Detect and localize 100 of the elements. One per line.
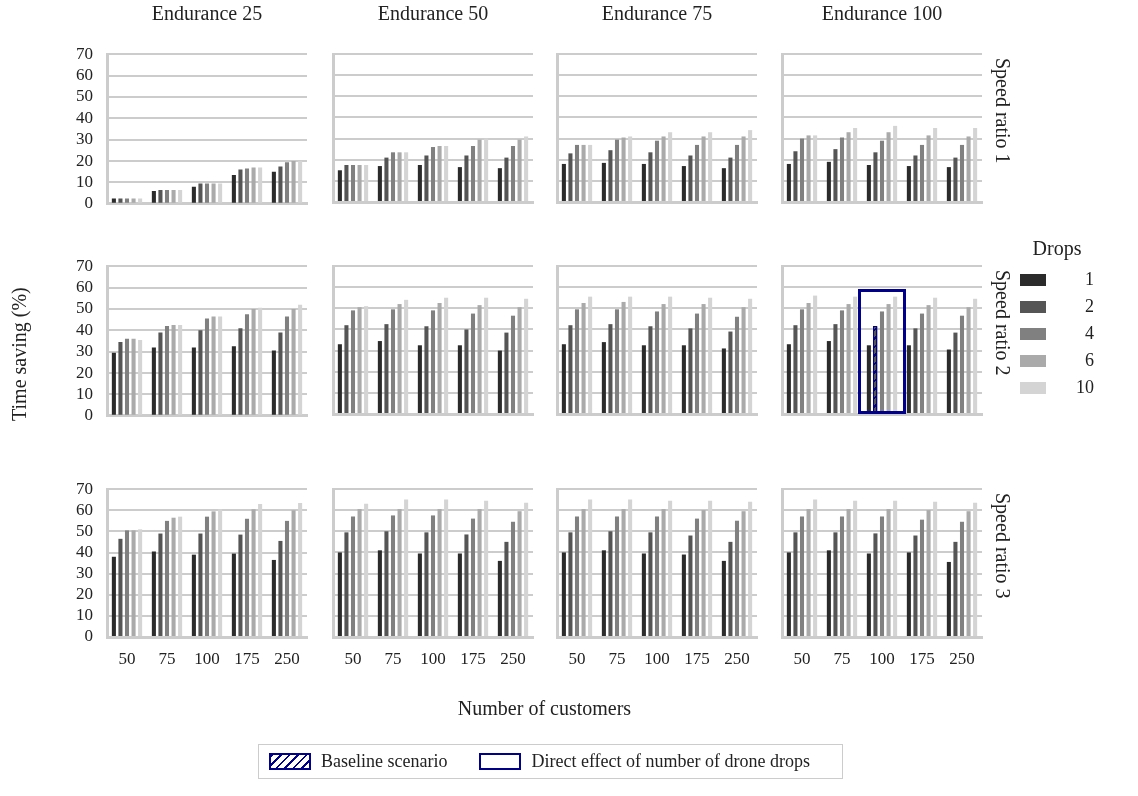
bar xyxy=(959,521,965,636)
bar xyxy=(164,326,170,415)
bar xyxy=(171,324,176,415)
bar xyxy=(344,325,349,413)
legend-title: Drops xyxy=(1031,237,1083,260)
bar xyxy=(688,155,693,201)
chart-title: Endurance 75 xyxy=(600,2,714,25)
y-tick-label: 50 xyxy=(76,520,93,540)
bar xyxy=(417,165,422,201)
bar xyxy=(654,516,660,636)
bar xyxy=(464,155,469,201)
bar xyxy=(839,137,845,201)
bar xyxy=(561,344,566,413)
bar xyxy=(238,328,243,415)
x-tick-label: 100 xyxy=(644,648,670,668)
bar xyxy=(648,152,653,201)
bar xyxy=(397,509,402,636)
bar xyxy=(574,144,580,201)
bar xyxy=(728,541,733,636)
bar xyxy=(601,550,606,636)
bar xyxy=(151,347,156,415)
bar xyxy=(694,313,700,413)
y-tick-label: 30 xyxy=(76,341,93,361)
bar xyxy=(357,509,362,636)
bar xyxy=(198,183,203,203)
x-tick-label: 175 xyxy=(909,648,935,668)
bar xyxy=(701,510,706,636)
bar xyxy=(701,304,706,413)
bar xyxy=(953,332,958,413)
bar xyxy=(919,144,925,201)
bar xyxy=(497,168,502,201)
y-tick-label: 60 xyxy=(76,499,93,519)
y-tick-label: 40 xyxy=(76,542,93,562)
bar xyxy=(608,150,613,201)
bar xyxy=(806,509,811,636)
bar xyxy=(839,516,845,636)
bar xyxy=(654,140,660,201)
bar xyxy=(238,534,243,636)
bar xyxy=(833,149,838,201)
bar xyxy=(470,145,476,201)
bar xyxy=(284,520,290,636)
bar xyxy=(648,326,653,413)
bar xyxy=(284,316,290,415)
bar xyxy=(641,163,646,201)
bar xyxy=(377,550,382,636)
bar xyxy=(786,163,791,201)
bar xyxy=(131,198,136,203)
bar xyxy=(251,308,256,415)
bar xyxy=(561,552,566,636)
bar xyxy=(390,309,396,413)
bar xyxy=(721,168,726,201)
bar xyxy=(886,132,891,201)
bar xyxy=(648,532,653,636)
bar xyxy=(171,517,176,636)
bar xyxy=(826,550,831,636)
bar xyxy=(291,308,296,415)
bar xyxy=(350,516,356,636)
bar xyxy=(397,304,402,413)
bar xyxy=(390,515,396,636)
x-tick-label: 75 xyxy=(608,648,626,668)
bar xyxy=(959,315,965,413)
bar xyxy=(826,161,831,201)
bar xyxy=(799,309,805,413)
bar xyxy=(271,350,276,415)
bar xyxy=(424,532,429,636)
bar xyxy=(457,345,462,413)
bar xyxy=(661,509,666,636)
bar xyxy=(377,166,382,201)
y-tick-label: 30 xyxy=(76,129,93,149)
bar xyxy=(786,552,791,636)
bar xyxy=(568,325,573,413)
y-tick-label: 60 xyxy=(76,65,93,85)
bar xyxy=(946,167,951,201)
bar xyxy=(919,313,925,413)
bar xyxy=(198,330,203,415)
bar xyxy=(424,155,429,201)
bar xyxy=(198,533,203,636)
bar xyxy=(111,198,116,203)
bar xyxy=(337,170,342,201)
bar xyxy=(397,152,402,201)
bar xyxy=(574,516,580,636)
x-tick-label: 175 xyxy=(684,648,710,668)
bar xyxy=(621,137,626,201)
bar xyxy=(608,531,613,636)
bar xyxy=(799,138,805,201)
bar xyxy=(497,350,502,413)
y-axis-title: Time saving (%) xyxy=(8,286,31,421)
bar xyxy=(953,541,958,636)
bar xyxy=(688,535,693,636)
bar xyxy=(464,329,469,413)
bar xyxy=(151,551,156,636)
bar xyxy=(966,307,971,413)
bar xyxy=(118,198,123,203)
bar xyxy=(614,309,620,413)
bar xyxy=(793,151,798,201)
x-tick-label: 100 xyxy=(420,648,446,668)
bar xyxy=(377,341,382,413)
y-tick-label: 20 xyxy=(76,150,93,170)
y-tick-label: 50 xyxy=(76,298,93,318)
legend-label: 6 xyxy=(1084,350,1094,371)
